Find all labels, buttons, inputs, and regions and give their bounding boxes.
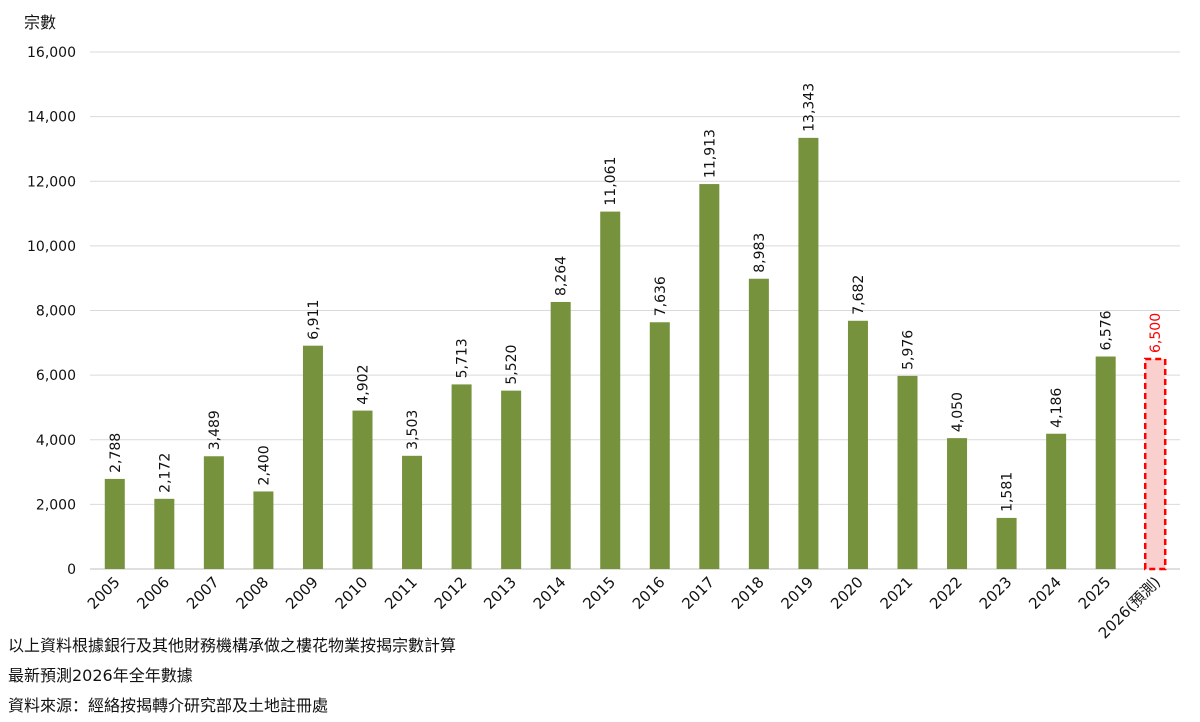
x-tick-label: 2015 xyxy=(579,573,619,613)
y-tick-label: 16,000 xyxy=(27,45,76,61)
bar xyxy=(550,301,571,569)
bar xyxy=(600,211,621,569)
y-tick-label: 4,000 xyxy=(36,433,76,449)
y-tick-label: 8,000 xyxy=(36,304,76,320)
bar xyxy=(947,438,968,569)
y-tick-label: 0 xyxy=(67,562,76,578)
bar-value-label: 2,400 xyxy=(256,445,272,485)
bar-value-label: 5,976 xyxy=(901,330,917,370)
bar xyxy=(996,517,1017,569)
x-tick-label: 2022 xyxy=(926,573,966,613)
bar-value-label: 3,503 xyxy=(405,410,421,450)
bar-value-label: 5,520 xyxy=(504,345,520,385)
x-tick-label: 2010 xyxy=(332,573,372,613)
footnote-source-basis: 以上資料根據銀行及其他財務機構承做之樓花物業按揭宗數計算 xyxy=(8,636,457,655)
bar xyxy=(352,410,373,569)
x-tick-label: 2012 xyxy=(431,573,471,613)
bar xyxy=(302,345,323,569)
bar-value-label: 6,576 xyxy=(1099,310,1115,350)
bar-value-label: 1,581 xyxy=(1000,472,1016,512)
bar xyxy=(203,456,224,569)
bar-value-label: 2,172 xyxy=(157,453,173,493)
x-tick-label: 2014 xyxy=(530,573,570,613)
bar xyxy=(649,322,670,569)
x-tick-label: 2019 xyxy=(778,573,818,613)
x-tick-label: 2009 xyxy=(282,573,322,613)
bar xyxy=(1095,356,1116,569)
bar xyxy=(1046,433,1067,569)
bar-value-label: 8,983 xyxy=(752,233,768,273)
bar-value-label: 8,264 xyxy=(554,256,570,296)
bar-value-label: 3,489 xyxy=(207,410,223,450)
bar xyxy=(798,137,819,569)
x-tick-label: 2013 xyxy=(480,573,520,613)
x-tick-label: 2017 xyxy=(678,573,718,613)
bar-value-label: 7,682 xyxy=(851,275,867,315)
bar-value-label: 13,343 xyxy=(801,83,817,132)
bar-value-label: 4,902 xyxy=(356,365,372,405)
x-tick-label: 2011 xyxy=(381,573,421,613)
x-tick-label: 2023 xyxy=(976,573,1016,613)
x-tick-label: 2006 xyxy=(133,573,173,613)
x-tick-label: 2005 xyxy=(84,573,124,613)
bar xyxy=(699,184,720,569)
y-tick-label: 14,000 xyxy=(27,110,76,126)
bar-value-label: 5,713 xyxy=(455,338,471,378)
bar xyxy=(104,478,125,569)
x-tick-label: 2016 xyxy=(629,573,669,613)
y-tick-label: 6,000 xyxy=(36,368,76,384)
y-tick-label: 12,000 xyxy=(27,174,76,190)
forecast-bar xyxy=(1143,357,1167,571)
x-tick-label: 2021 xyxy=(877,573,917,613)
y-axis-title: 宗數 xyxy=(24,13,56,32)
bar-value-label: 6,500 xyxy=(1148,313,1164,353)
bar xyxy=(897,375,918,569)
bar-chart: 宗數 0 2,000 4,000 6,000 8,000 10,000 12,000 14,00… xyxy=(24,13,1180,640)
bar-value-label: 4,050 xyxy=(950,392,966,432)
bar-value-label: 4,186 xyxy=(1049,388,1065,428)
bar xyxy=(402,455,423,569)
y-tick-label: 2,000 xyxy=(36,497,76,513)
footnote-data-source: 資料來源：經絡按揭轉介研究部及土地註冊處 xyxy=(8,696,329,715)
x-tick-label: 2007 xyxy=(183,573,223,613)
bar xyxy=(847,320,868,569)
footnote-forecast: 最新預測2026年全年數據 xyxy=(8,666,193,685)
bar-value-label: 11,913 xyxy=(702,129,718,178)
y-tick-label: 10,000 xyxy=(27,239,76,255)
x-tick-label: 2020 xyxy=(827,573,867,613)
bar-value-label: 2,788 xyxy=(108,433,124,473)
bar xyxy=(154,498,175,569)
x-tick-label: 2024 xyxy=(1025,573,1065,613)
bar-value-label: 7,636 xyxy=(653,276,669,316)
bar xyxy=(253,491,274,569)
bar-value-label: 11,061 xyxy=(603,157,619,206)
bar xyxy=(748,278,769,569)
x-tick-label: 2018 xyxy=(728,573,768,613)
x-tick-label: 2025 xyxy=(1075,573,1115,613)
x-tick-label: 2008 xyxy=(233,573,273,613)
bar xyxy=(501,390,522,569)
bar-value-label: 6,911 xyxy=(306,300,322,340)
bar xyxy=(451,384,472,569)
